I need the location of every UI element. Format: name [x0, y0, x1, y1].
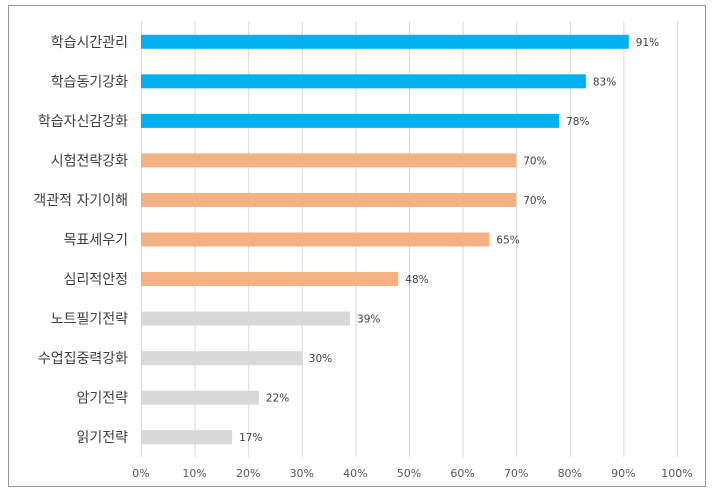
value-label: 83% — [593, 76, 616, 88]
category-label: 학습자신감강화 — [38, 114, 128, 130]
bars — [141, 34, 629, 445]
bar — [141, 351, 302, 366]
x-tick-label: 40% — [343, 467, 367, 480]
gridlines — [141, 22, 678, 457]
value-label: 70% — [523, 195, 546, 207]
x-tick-label: 60% — [450, 467, 474, 480]
x-tick-label: 50% — [397, 467, 421, 480]
bar — [141, 34, 629, 49]
x-tick-label: 0% — [132, 467, 149, 480]
value-label: 30% — [309, 353, 332, 365]
value-label: 78% — [566, 116, 589, 128]
category-label: 학습동기강화 — [51, 74, 128, 90]
category-label: 읽기전략 — [76, 430, 128, 446]
bar — [141, 113, 560, 128]
x-tick-label: 100% — [661, 467, 692, 480]
bar — [141, 192, 517, 207]
bar — [141, 272, 399, 287]
category-label: 암기전략 — [76, 391, 128, 407]
bar — [141, 74, 586, 89]
value-label: 91% — [636, 37, 659, 49]
bar — [141, 153, 517, 168]
bar — [141, 390, 259, 405]
x-tick-label: 70% — [504, 467, 528, 480]
bar — [141, 430, 233, 445]
category-label: 시험전략강화 — [51, 153, 128, 169]
category-label: 목표세우기 — [64, 233, 128, 249]
category-label: 수업집중력강화 — [38, 351, 128, 367]
category-label: 객관적 자기이해 — [33, 193, 128, 209]
x-tick-label: 90% — [611, 467, 635, 480]
value-label: 48% — [405, 274, 428, 286]
value-label: 39% — [357, 314, 380, 326]
x-tick-label: 80% — [558, 467, 582, 480]
category-label: 심리적안정 — [64, 272, 128, 288]
bar — [141, 232, 490, 247]
value-labels: 91% 83% 78% 70% 70% 65% 48% 39% 30% 22% 17% — [239, 37, 659, 444]
bar — [141, 311, 351, 326]
x-tick-label: 10% — [182, 467, 206, 480]
category-label: 학습시간관리 — [51, 35, 128, 51]
value-label: 70% — [523, 155, 546, 167]
category-label: 노트필기전략 — [51, 312, 128, 328]
value-label: 65% — [496, 235, 519, 247]
x-tick-label: 20% — [236, 467, 260, 480]
value-label: 22% — [266, 393, 289, 405]
value-label: 17% — [239, 432, 262, 444]
x-tick-label: 30% — [290, 467, 314, 480]
x-axis-tick-labels: 0% 10% 20% 30% 40% 50% 60% 70% 80% 90% 100% — [132, 467, 692, 480]
